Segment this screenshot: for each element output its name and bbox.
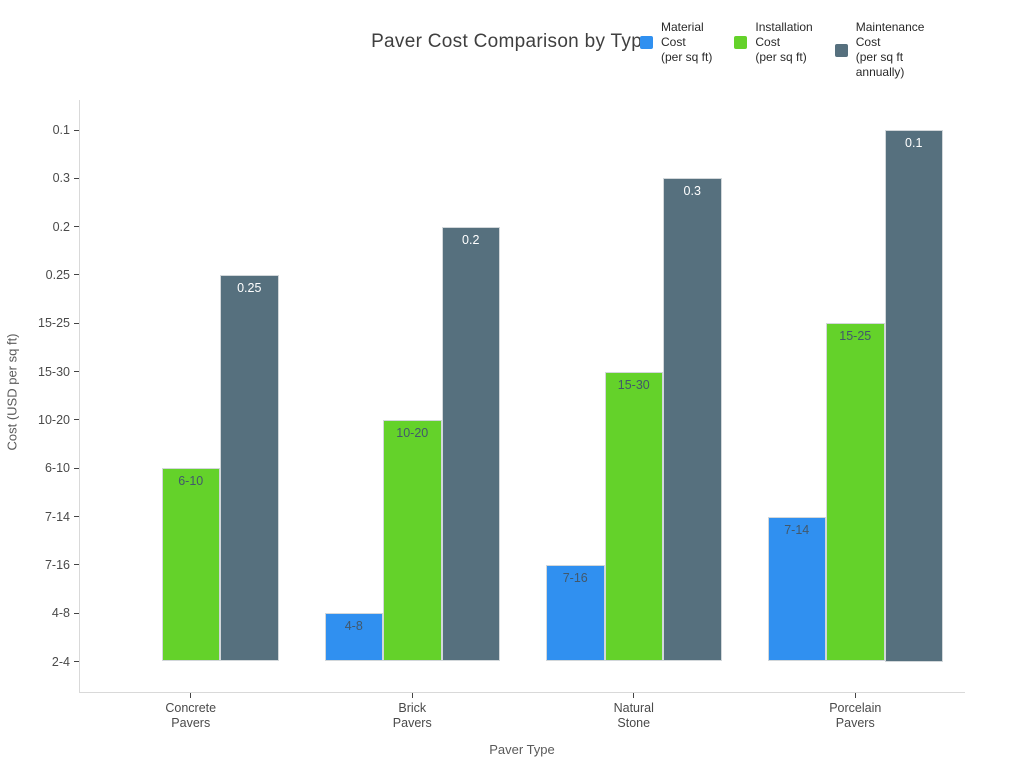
x-tick [633,693,635,698]
y-tick-label: 0.1 [52,123,70,137]
bar-value-label: 7-14 [784,522,810,537]
y-tick-label: 6-10 [44,461,70,476]
y-tick-label: 0.2 [52,219,70,234]
x-tick-label-porcelain-pavers: Porcelain Pavers [829,701,882,730]
legend-swatch-icon [834,43,848,57]
y-tick [74,467,79,469]
x-tick [190,693,192,698]
legend-swatch-icon [640,36,653,49]
x-axis-title: Paver Type [489,742,555,757]
bar-installation-natural-stone[interactable]: 15-30 [604,371,663,662]
x-tick-label-natural-stone: Natural Stone [613,701,654,730]
y-tick [74,129,79,131]
bar-value-label: 0.2 [462,232,480,247]
y-tick-label: 7-14 [44,509,70,524]
bar-material-porcelain-pavers[interactable]: 7-14 [767,516,826,662]
y-tick [74,516,79,518]
y-tick-label: 7-16 [44,557,70,572]
y-tick-label: 2-4 [51,654,70,669]
y-tick [74,322,79,324]
y-tick [74,226,79,228]
y-tick [74,177,79,179]
bar-installation-concrete-pavers[interactable]: 6-10 [161,468,220,662]
y-tick-label: 15-25 [38,316,70,331]
bar-material-natural-stone[interactable]: 7-16 [546,564,605,662]
y-tick [74,419,79,421]
bar-value-label: 7-16 [562,570,588,585]
y-tick-label: 0.3 [52,171,70,186]
chart-title: Paver Cost Comparison by Type [371,31,653,52]
y-tick-label: 0.25 [45,267,70,282]
bar-value-label: 6-10 [178,474,204,489]
bar-maintenance-natural-stone[interactable]: 0.3 [663,178,722,662]
legend-item-installation-cost-per-sq-ft[interactable]: Installation Cost (per sq ft) [734,20,813,65]
legend: Material Cost (per sq ft) Installation Co… [640,20,924,80]
bar-value-label: 10-20 [396,425,429,440]
legend-label: Installation Cost (per sq ft) [755,20,813,64]
y-tick-label: 4-8 [51,606,70,621]
bar-value-label: 15-25 [839,329,872,344]
bar-value-label: 0.25 [237,280,262,295]
bar-value-label: 0.1 [905,136,923,150]
legend-label: Maintenance Cost (per sq ft annually) [855,20,925,79]
x-tick [854,693,856,698]
legend-item-maintenance-cost-per-sq-ft-annually[interactable]: Maintenance Cost (per sq ft annually) [834,20,925,80]
y-axis-title: Cost (USD per sq ft) [4,333,20,451]
bar-installation-porcelain-pavers[interactable]: 15-25 [826,323,885,662]
y-tick [74,371,79,373]
x-tick-label-concrete-pavers: Concrete Pavers [165,701,217,730]
legend-swatch-icon [734,36,748,49]
bar-installation-brick-pavers[interactable]: 10-20 [383,419,442,662]
bar-maintenance-brick-pavers[interactable]: 0.2 [441,226,500,662]
bar-maintenance-porcelain-pavers[interactable]: 0.1 [884,130,943,662]
bar-value-label: 15-30 [617,377,650,392]
bar-material-brick-pavers[interactable]: 4-8 [324,613,383,662]
y-tick [74,274,79,276]
legend-item-material-cost-per-sq-ft[interactable]: Material Cost (per sq ft) [640,20,712,65]
y-tick-label: 15-30 [38,364,70,379]
y-tick-label: 10-20 [38,412,70,427]
x-tick [411,693,413,698]
bar-value-label: 4-8 [344,619,363,634]
legend-label: Material Cost (per sq ft) [661,20,713,64]
y-tick [74,612,79,614]
y-tick [74,661,79,662]
bar-value-label: 0.3 [683,184,701,199]
x-tick-label-brick-pavers: Brick Pavers [392,701,432,730]
y-tick [74,564,79,566]
bar-maintenance-concrete-pavers[interactable]: 0.25 [220,274,279,662]
plot-area: 2-4 4-8 7-16 7-14 6-10 10-20 15-30 15-25 0.25 0.2… [38,100,965,730]
